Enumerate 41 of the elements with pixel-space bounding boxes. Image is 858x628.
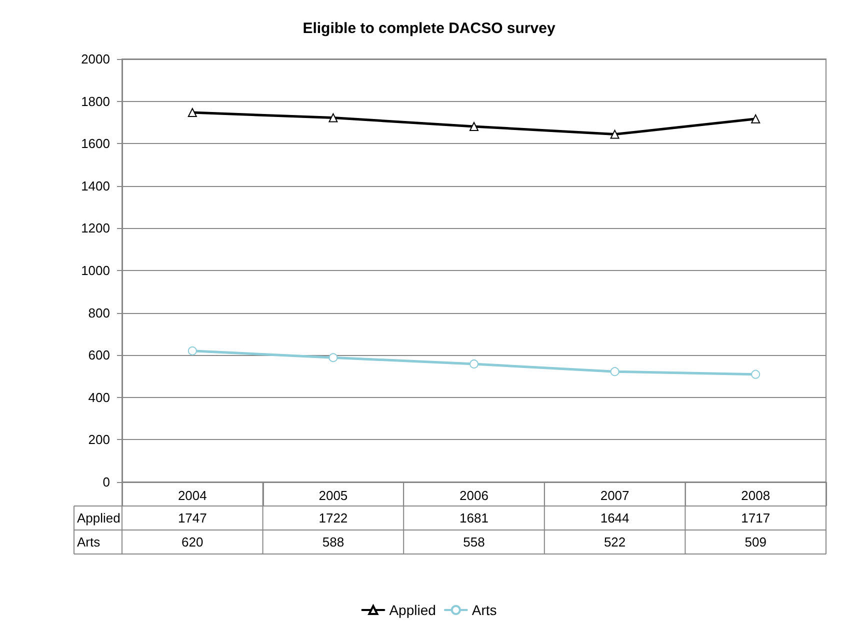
- point: [610, 367, 620, 376]
- point: [328, 353, 338, 362]
- point: [470, 122, 478, 131]
- point: [470, 359, 478, 368]
- y-tick-label: 2000: [81, 52, 110, 66]
- x-tick-label: 2008: [741, 488, 770, 503]
- text: Applied: [77, 510, 120, 526]
- chart-title: Eligible to complete DACSO survey: [302, 20, 556, 37]
- x-tick-label: 2004: [178, 488, 207, 503]
- point: [751, 370, 760, 379]
- data-label: 509: [744, 534, 766, 550]
- data-label: 1722: [318, 510, 348, 526]
- y-tick-label: 1800: [81, 94, 110, 109]
- point: [188, 108, 197, 118]
- text: Arts: [77, 534, 100, 550]
- y-tick-label: 200: [88, 432, 110, 448]
- data-label: 522: [604, 534, 626, 550]
- y-tick-label: 400: [88, 390, 110, 405]
- x-tick-label: 2006: [460, 488, 488, 503]
- y-tick-label: 600: [88, 348, 110, 363]
- data-label: 558: [463, 534, 485, 550]
- y-tick-label: 0: [102, 474, 110, 490]
- data-label: 1717: [741, 510, 770, 526]
- data-label: 1747: [178, 510, 207, 526]
- data-label: 1681: [460, 510, 488, 526]
- data-label: 1644: [600, 510, 630, 526]
- y-tick-label: 1200: [81, 220, 110, 236]
- point: [328, 113, 338, 122]
- y-tick-label: 1400: [81, 178, 110, 194]
- legend-label: Applied: [389, 602, 436, 618]
- legend-label: Arts: [472, 602, 497, 618]
- data-label: 620: [182, 534, 204, 550]
- point: [751, 114, 760, 124]
- point: [188, 346, 197, 356]
- x-tick-label: 2007: [600, 488, 630, 503]
- point: [610, 130, 620, 139]
- y-tick-label: 1600: [81, 136, 110, 152]
- x-tick-label: 2005: [318, 488, 348, 503]
- y-tick-label: 800: [88, 305, 110, 320]
- y-tick-label: 1000: [81, 263, 110, 278]
- data-label: 588: [322, 534, 344, 550]
